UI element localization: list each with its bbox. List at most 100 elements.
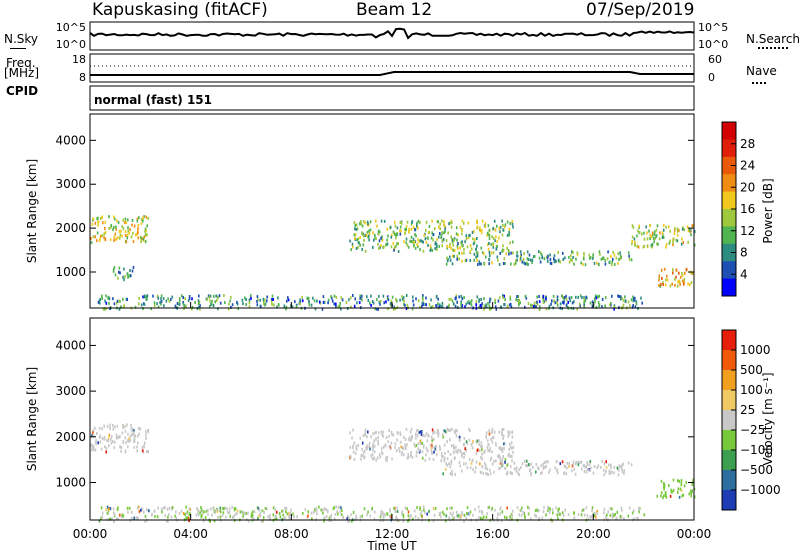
scatter-cell [250, 515, 253, 518]
scatter-cell [454, 431, 457, 435]
scatter-cell [122, 440, 125, 443]
scatter-cell [633, 298, 636, 302]
scatter-cell [456, 238, 458, 242]
scatter-cell [375, 458, 378, 462]
scatter-cell [687, 282, 689, 286]
scatter-cell [140, 218, 143, 221]
scatter-cell [692, 479, 694, 483]
scatter-cell [392, 307, 395, 311]
colorbar-swatch [722, 261, 736, 280]
scatter-cell [425, 220, 428, 224]
scatter-cell [109, 238, 112, 242]
scatter-cell [662, 228, 665, 232]
scatter-cell [90, 443, 92, 447]
scatter-cell [449, 465, 452, 469]
scatter-cell [385, 457, 387, 461]
scatter-cell [613, 307, 615, 311]
scatter-cell [455, 449, 457, 453]
scatter-cell [487, 247, 490, 251]
scatter-cell [485, 434, 488, 438]
scatter-cell [610, 263, 613, 267]
scatter-cell [504, 223, 507, 227]
scatter-cell [405, 427, 408, 431]
scatter-cell [511, 435, 514, 439]
colorbar-tick-label: −25 [740, 423, 765, 437]
scatter-cell [150, 307, 152, 311]
scatter-cell [138, 432, 140, 436]
scatter-cell [152, 294, 154, 298]
scatter-cell [185, 505, 187, 509]
scatter-cell [97, 220, 99, 224]
scatter-cell [595, 296, 598, 300]
scatter-cell [127, 275, 129, 279]
time-tick-label: 04:00 [173, 527, 208, 541]
scatter-cell [513, 461, 516, 465]
scatter-cell [406, 507, 408, 511]
scatter-cell [121, 431, 124, 435]
power-colorbar-label: Power [dB] [761, 178, 775, 243]
scatter-cell [439, 227, 441, 231]
scatter-cell [415, 454, 418, 458]
scatter-cell [451, 238, 453, 241]
scatter-cell [596, 466, 598, 470]
scatter-cell [488, 234, 491, 237]
scatter-cell [483, 451, 485, 455]
scatter-cell [658, 275, 660, 279]
scatter-cell [469, 510, 472, 514]
scatter-cell [349, 445, 352, 449]
scatter-cell [295, 304, 298, 308]
scatter-cell [582, 263, 584, 266]
scatter-cell [446, 427, 449, 431]
scatter-cell [388, 429, 390, 432]
scatter-cell [649, 233, 652, 237]
scatter-cell [488, 250, 491, 254]
scatter-cell [466, 441, 469, 445]
scatter-cell [425, 453, 427, 457]
scatter-cell [474, 508, 476, 512]
scatter-cell [128, 274, 131, 278]
scatter-cell [264, 302, 267, 306]
scatter-cell [113, 217, 116, 221]
scatter-cell [452, 511, 455, 515]
scatter-cell [275, 517, 278, 521]
scatter-cell [92, 431, 94, 435]
scatter-cell [433, 437, 435, 441]
colorbar-tick-label: 25 [740, 403, 755, 417]
scatter-cell [538, 467, 540, 471]
scatter-cell [437, 297, 439, 301]
scatter-cell [391, 233, 393, 237]
scatter-cell [443, 231, 445, 235]
scatter-cell [479, 516, 482, 520]
scatter-cell [340, 513, 343, 517]
scatter-cell [127, 432, 129, 436]
scatter-cell [424, 458, 427, 462]
scatter-cell [462, 244, 464, 248]
scatter-cell [307, 296, 310, 300]
scatter-cell [385, 300, 387, 304]
scatter-cell [379, 299, 382, 303]
scatter-cell [598, 294, 601, 298]
scatter-cell [680, 483, 683, 487]
scatter-cell [458, 435, 461, 439]
scatter-cell [563, 472, 565, 475]
scatter-cell [604, 262, 607, 266]
scatter-cell [431, 248, 434, 252]
scatter-cell [488, 257, 491, 261]
scatter-cell [175, 510, 177, 514]
scatter-cell [118, 299, 120, 303]
scatter-cell [478, 260, 481, 264]
scatter-cell [219, 301, 222, 305]
scatter-cell [635, 300, 638, 304]
scatter-cell [665, 495, 668, 499]
freq-tick-low: 8 [79, 71, 86, 84]
scatter-cell [263, 300, 265, 304]
scatter-cell [188, 507, 191, 511]
scatter-cell [412, 295, 414, 299]
scatter-cell [438, 225, 440, 229]
scatter-cell [422, 433, 424, 437]
scatter-cell [507, 430, 509, 434]
scatter-cell [611, 470, 613, 474]
scatter-cell [386, 456, 389, 459]
scatter-cell [426, 512, 428, 516]
scatter-cell [126, 439, 129, 443]
